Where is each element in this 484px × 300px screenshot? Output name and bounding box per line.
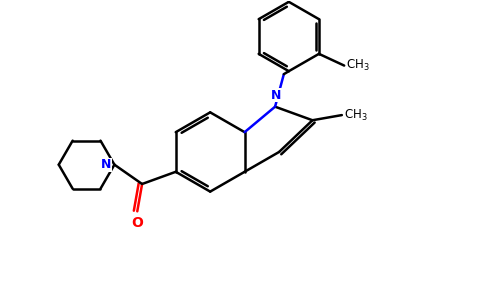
Text: O: O	[131, 216, 143, 230]
Text: N: N	[101, 158, 111, 171]
Text: N: N	[271, 89, 281, 102]
Text: CH$_3$: CH$_3$	[346, 58, 370, 73]
Text: CH$_3$: CH$_3$	[344, 107, 367, 123]
